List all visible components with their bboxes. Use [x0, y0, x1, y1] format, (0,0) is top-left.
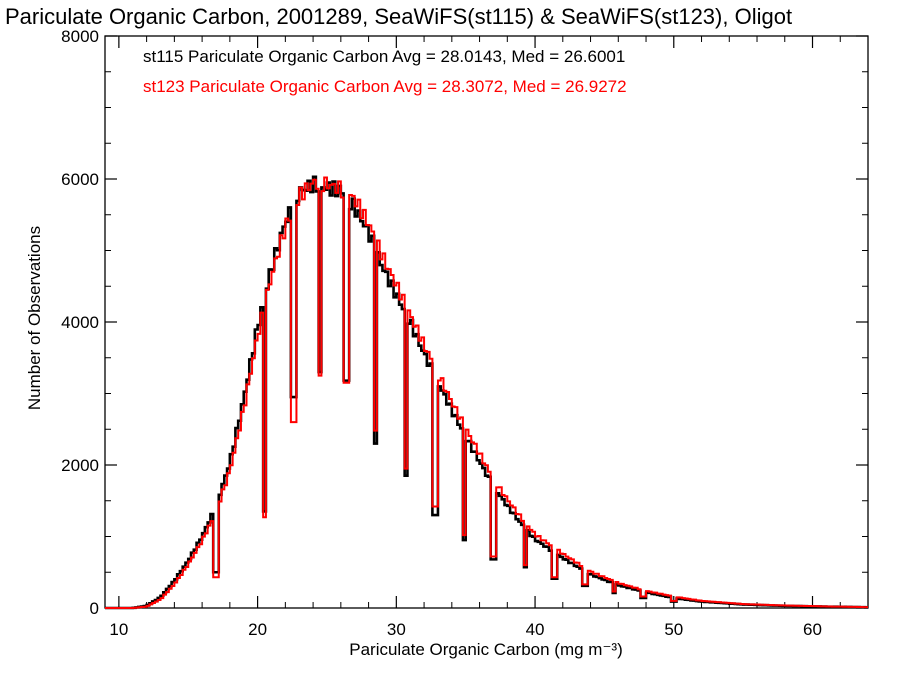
y-tick-label: 0	[90, 599, 99, 618]
x-tick-label: 40	[526, 620, 545, 639]
x-tick-label: 50	[664, 620, 683, 639]
legend-entry-st123: st123 Pariculate Organic Carbon Avg = 28…	[143, 77, 627, 96]
y-tick-label: 4000	[61, 313, 99, 332]
legend-entry-st115: st115 Pariculate Organic Carbon Avg = 28…	[143, 47, 625, 66]
x-tick-label: 10	[109, 620, 128, 639]
chart-title: Pariculate Organic Carbon, 2001289, SeaW…	[5, 4, 792, 29]
plot-area: 0 2000 4000 6000 8000 10 20 30 40 50 60	[61, 27, 869, 639]
y-tick-label: 8000	[61, 27, 99, 46]
x-tick-label: 20	[248, 620, 267, 639]
y-tick-label: 2000	[61, 456, 99, 475]
x-tick-label: 30	[387, 620, 406, 639]
y-axis-label: Number of Observations	[25, 226, 44, 410]
x-axis-label: Pariculate Organic Carbon (mg m⁻³)	[349, 640, 623, 659]
y-tick-label: 6000	[61, 170, 99, 189]
histogram-series-1	[105, 176, 868, 609]
y-axis-label-group: Number of Observations	[25, 226, 44, 410]
x-tick-label: 60	[803, 620, 822, 639]
